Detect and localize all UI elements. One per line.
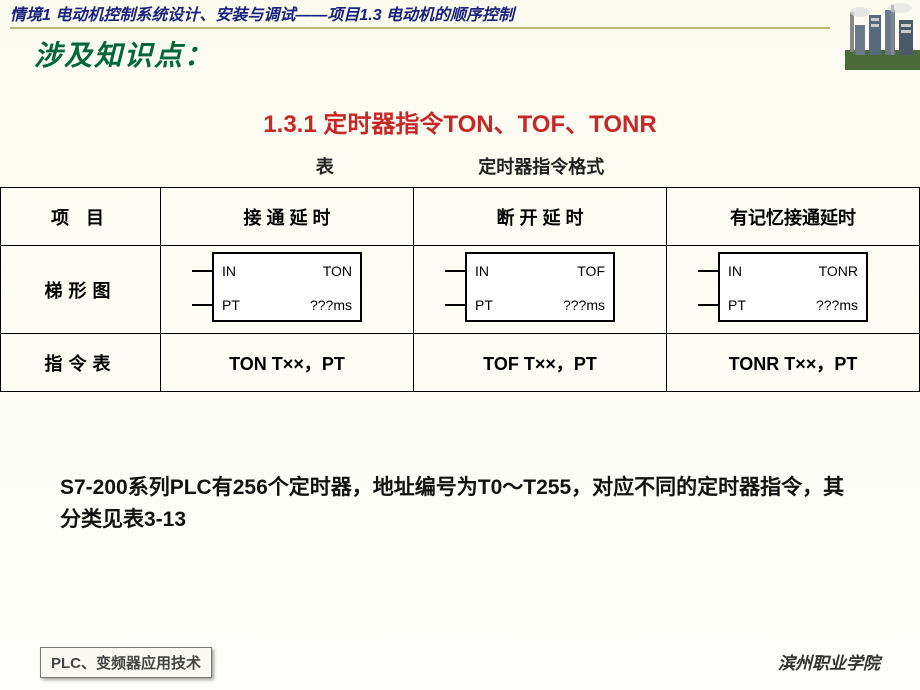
row-label-instruction: 指令表 [1,334,161,392]
timer-instruction-table: 项 目 接 通 延 时 断 开 延 时 有记忆接通延时 梯形图 IN PT TO… [0,187,920,392]
table-header-tof: 断 开 延 时 [414,188,667,246]
knowledge-points-subtitle: 涉及知识点： [34,34,920,74]
ladder-diagram-ton: IN PT TON ???ms [212,252,362,322]
table-header-tonr: 有记忆接通延时 [667,188,920,246]
footer-school-name: 滨州职业学院 [778,649,880,674]
ladder-cell-tonr: IN PT TONR ???ms [667,246,920,334]
ladder-cell-tof: IN PT TOF ???ms [414,246,667,334]
row-label-ladder: 梯形图 [1,246,161,334]
ladder-cell-ton: IN PT TON ???ms [161,246,414,334]
decorative-image [845,0,920,70]
table-header-item: 项 目 [1,188,161,246]
body-paragraph: S7-200系列PLC有256个定时器，地址编号为T0～T255，对应不同的定时… [60,472,860,535]
caption-right: 定时器指令格式 [478,153,604,179]
inst-tof: TOF T××，PT [414,334,667,392]
footer-course-name: PLC、变频器应用技术 [40,647,212,678]
table-header-ton: 接 通 延 时 [161,188,414,246]
ladder-diagram-tof: IN PT TOF ???ms [465,252,615,322]
caption-left: 表 [316,153,334,179]
ladder-diagram-tonr: IN PT TONR ???ms [718,252,868,322]
section-title: 1.3.1 定时器指令TON、TOF、TONR [0,104,920,139]
inst-ton: TON T××，PT [161,334,414,392]
inst-tonr: TONR T××，PT [667,334,920,392]
slide-header: 情境1 电动机控制系统设计、安装与调试——项目1.3 电动机的顺序控制 [10,6,830,29]
table-caption: 表 定时器指令格式 [0,153,920,179]
